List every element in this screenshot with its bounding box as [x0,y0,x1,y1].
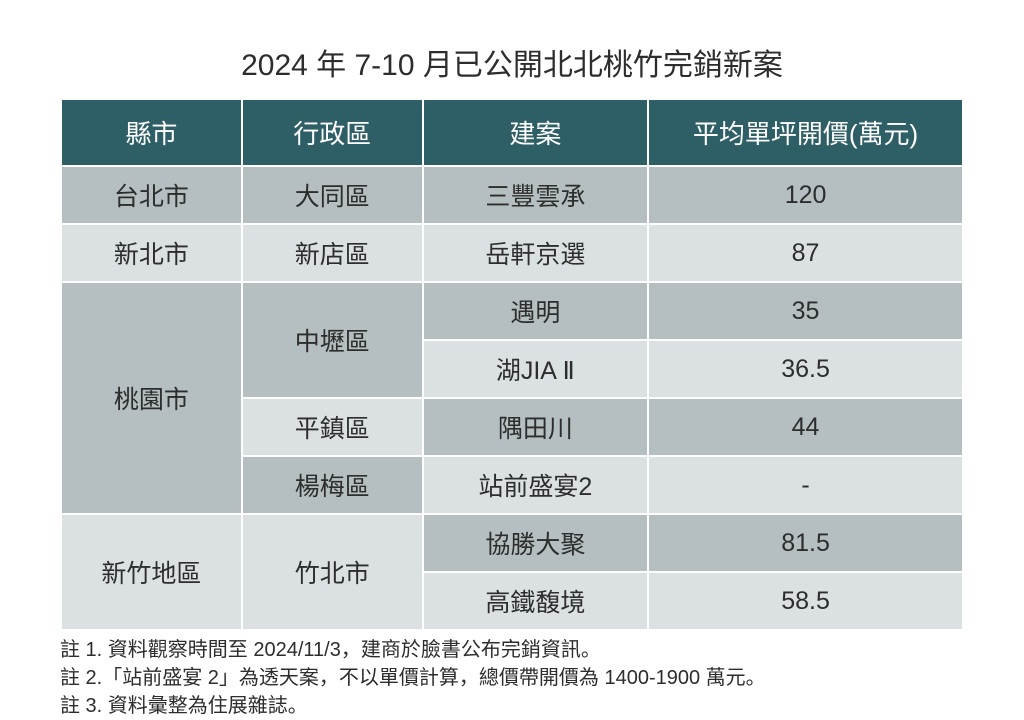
cell-price: 81.5 [649,515,962,571]
table-row: 新竹地區 竹北市 協勝大聚 81.5 [62,515,962,571]
cell-project: 協勝大聚 [424,515,648,571]
cell-price: 87 [649,225,962,281]
cell-price: 36.5 [649,341,962,397]
cell-price: 120 [649,167,962,223]
cell-project: 岳軒京選 [424,225,648,281]
cell-district: 中壢區 [243,283,422,397]
cell-district: 平鎮區 [243,399,422,455]
cell-district: 新店區 [243,225,422,281]
table-row: 桃園市 中壢區 遇明 35 [62,283,962,339]
footnotes: 註 1. 資料觀察時間至 2024/11/3，建商於臉書公布完銷資訊。 註 2.… [60,637,964,720]
property-table: 縣市 行政區 建案 平均單坪開價(萬元) 台北市 大同區 三豐雲承 120 新北… [60,98,964,631]
col-price: 平均單坪開價(萬元) [649,100,962,165]
cell-city: 桃園市 [62,283,241,513]
cell-project: 高鐵馥境 [424,573,648,629]
cell-price: 58.5 [649,573,962,629]
cell-project: 遇明 [424,283,648,339]
cell-city: 新北市 [62,225,241,281]
note-3: 註 3. 資料彙整為住展雜誌。 [60,693,964,720]
header-row: 縣市 行政區 建案 平均單坪開價(萬元) [62,100,962,165]
cell-project: 湖JIA Ⅱ [424,341,648,397]
note-2: 註 2.「站前盛宴 2」為透天案，不以單價計算，總價帶開價為 1400-1900… [60,665,964,692]
cell-price: 44 [649,399,962,455]
cell-city: 新竹地區 [62,515,241,629]
cell-price: - [649,457,962,513]
table-row: 新北市 新店區 岳軒京選 87 [62,225,962,281]
col-district: 行政區 [243,100,422,165]
cell-district: 楊梅區 [243,457,422,513]
cell-city: 台北市 [62,167,241,223]
note-1: 註 1. 資料觀察時間至 2024/11/3，建商於臉書公布完銷資訊。 [60,637,964,664]
table-title: 2024 年 7-10 月已公開北北桃竹完銷新案 [60,40,964,84]
cell-price: 35 [649,283,962,339]
col-city: 縣市 [62,100,241,165]
cell-project: 站前盛宴2 [424,457,648,513]
table-row: 台北市 大同區 三豐雲承 120 [62,167,962,223]
cell-district: 大同區 [243,167,422,223]
cell-project: 隅田川 [424,399,648,455]
cell-project: 三豐雲承 [424,167,648,223]
cell-district: 竹北市 [243,515,422,629]
col-project: 建案 [424,100,648,165]
